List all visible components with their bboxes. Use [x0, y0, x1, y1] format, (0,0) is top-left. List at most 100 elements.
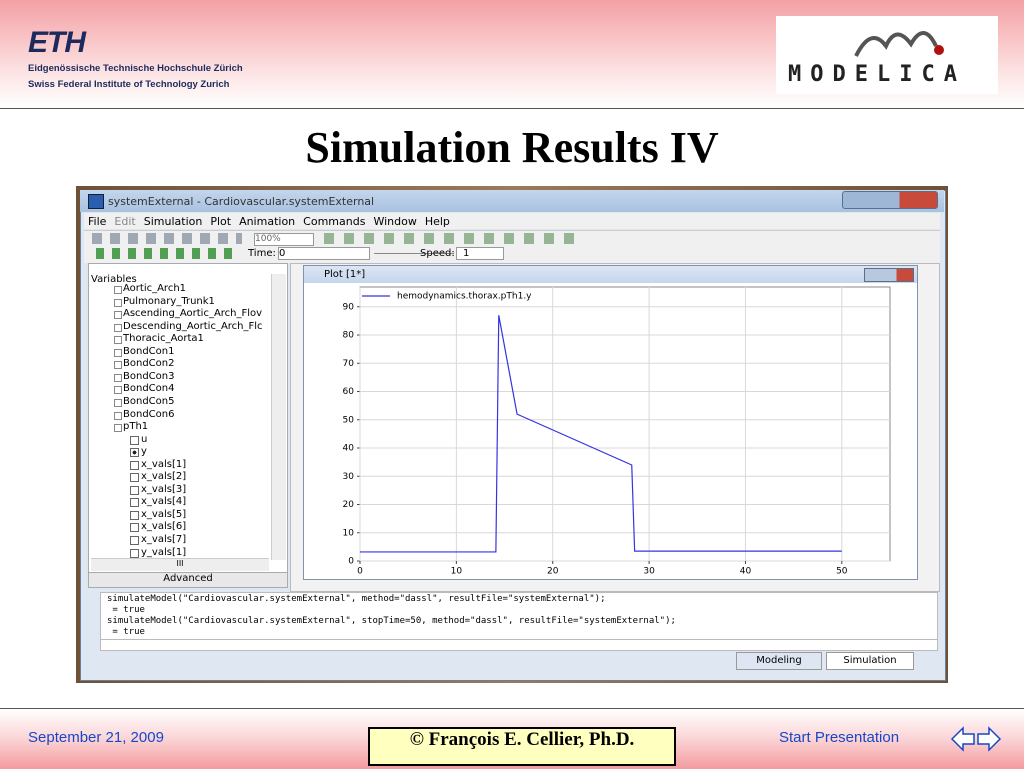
expand-icon[interactable] — [114, 361, 122, 370]
tree-item[interactable]: x_vals[1] — [141, 458, 187, 470]
expand-icon[interactable] — [114, 348, 122, 357]
zoom-value: 100% — [255, 234, 281, 244]
menu-item[interactable]: File — [88, 215, 107, 228]
speed-box[interactable]: 1 — [456, 247, 504, 260]
y-tick-label: 50 — [343, 415, 355, 425]
toolbar-icons — [324, 233, 584, 244]
plot-area — [359, 286, 891, 562]
variables-label: Variables — [91, 274, 137, 285]
command-line: = true — [107, 605, 145, 615]
tree-item[interactable]: x_vals[4] — [141, 496, 187, 508]
tree-item[interactable]: u — [141, 433, 148, 445]
checkbox[interactable] — [130, 536, 139, 545]
tree-item[interactable]: y — [141, 446, 147, 458]
tree-item[interactable]: Thoracic_Aorta1 — [123, 333, 204, 345]
tree-item[interactable]: BondCon6 — [123, 408, 175, 420]
tree-item[interactable]: pTh1 — [123, 421, 149, 433]
expand-icon[interactable] — [114, 398, 122, 407]
checkbox[interactable] — [130, 498, 139, 508]
eth-line: Swiss Federal Institute of Technology Zu… — [28, 79, 230, 90]
x-tick-label: 20 — [547, 567, 559, 577]
tree-item[interactable]: BondCon1 — [123, 345, 175, 357]
advanced-button[interactable]: Advanced — [88, 572, 288, 588]
scrollbar[interactable] — [271, 274, 286, 560]
zoom-box[interactable]: 100% — [254, 233, 314, 246]
menu-item[interactable]: Edit — [114, 215, 136, 228]
y-tick-label: 20 — [343, 500, 355, 510]
title-bar: systemExternal - Cardiovascular.systemEx… — [80, 190, 944, 212]
expand-icon[interactable] — [114, 286, 122, 294]
time-value: 0 — [279, 248, 286, 259]
tree-item[interactable]: Pulmonary_Trunk1 — [123, 295, 215, 307]
menu-item[interactable]: Simulation — [143, 215, 203, 228]
menu-item[interactable]: Animation — [239, 215, 296, 228]
checkbox[interactable] — [130, 510, 139, 520]
tree-item[interactable]: x_vals[5] — [141, 508, 187, 520]
expand-icon[interactable] — [114, 323, 122, 332]
command-input[interactable] — [100, 639, 938, 651]
tree-item[interactable]: Aortic_Arch1 — [123, 283, 187, 294]
checkbox[interactable] — [130, 523, 139, 533]
tree-item[interactable]: BondCon5 — [123, 395, 175, 407]
x-tick-label: 30 — [643, 567, 655, 577]
footer-date: September 21, 2009 — [28, 729, 164, 746]
mode-tab[interactable]: Simulation — [826, 652, 914, 670]
tree-item[interactable]: Ascending_Aortic_Arch_Flov — [123, 308, 263, 320]
tree-item[interactable]: Descending_Aortic_Arch_Flc — [123, 320, 263, 332]
window-controls[interactable] — [842, 191, 938, 209]
tree-item[interactable]: x_vals[7] — [141, 534, 187, 545]
tab-label: Modeling — [756, 655, 802, 666]
plot-title: Plot [1*] — [324, 269, 366, 280]
menu-item[interactable]: Commands — [303, 215, 366, 228]
nav-arrows[interactable] — [950, 726, 1002, 752]
expand-icon[interactable] — [114, 411, 122, 420]
copyright: © François E. Cellier, Ph.D. — [409, 729, 635, 750]
expand-icon[interactable] — [114, 424, 122, 433]
menu-item[interactable]: Window — [373, 215, 417, 228]
tree-item[interactable]: BondCon4 — [123, 383, 175, 395]
advanced-label: Advanced — [163, 573, 213, 584]
checkbox[interactable] — [130, 485, 139, 495]
expand-icon[interactable] — [114, 336, 122, 345]
tree-item[interactable]: x_vals[2] — [141, 471, 187, 483]
tab-label: Simulation — [843, 655, 897, 666]
tree-item[interactable]: y_vals[1] — [141, 546, 187, 558]
y-tick-label: 60 — [343, 387, 355, 397]
mode-tab[interactable]: Modeling — [736, 652, 822, 670]
expand-icon[interactable] — [114, 298, 122, 307]
menu-item[interactable]: Help — [424, 215, 450, 228]
app-icon — [88, 194, 104, 209]
modelica-swoosh — [854, 31, 944, 57]
data-line — [360, 315, 842, 553]
expand-icon[interactable] — [114, 311, 122, 320]
checkbox[interactable] — [130, 473, 139, 483]
time-box[interactable]: 0 — [278, 247, 370, 260]
plot: 0 10 20 30 40 50 60 70 80 90 0 10 20 30 40 50 hemodynami… — [343, 286, 891, 577]
legend-label: hemodynamics.thorax.pTh1.y — [397, 292, 532, 302]
start-link[interactable]: Start Presentation — [779, 729, 900, 746]
checkbox[interactable] — [130, 548, 139, 558]
plot-controls[interactable] — [864, 268, 914, 282]
h-scrollbar[interactable]: III — [91, 558, 269, 571]
y-tick-label: 40 — [343, 444, 355, 454]
tree-item[interactable]: x_vals[6] — [141, 521, 187, 533]
time-slider[interactable] — [374, 253, 454, 254]
y-tick-label: 0 — [348, 557, 354, 567]
tree-item[interactable]: BondCon2 — [123, 358, 175, 370]
tree-item[interactable]: BondCon3 — [123, 370, 175, 382]
slide-title: Simulation Results IV — [305, 123, 719, 172]
y-tick-label: 10 — [343, 528, 355, 538]
checkbox[interactable] — [130, 460, 139, 470]
modelica-text: MODELICA — [788, 62, 966, 87]
plot-title-bar: Plot [1*] — [304, 266, 917, 283]
tree-item[interactable]: x_vals[3] — [141, 483, 187, 495]
checkbox[interactable] — [130, 448, 139, 458]
expand-icon[interactable] — [114, 373, 122, 382]
expand-icon[interactable] — [114, 386, 122, 395]
eth-line: Eidgenössische Technische Hochschule Zür… — [28, 63, 243, 74]
scroll-label: III — [176, 559, 184, 568]
menu-item[interactable]: Plot — [210, 215, 232, 228]
time-label: Time: — [248, 248, 276, 259]
checkbox[interactable] — [130, 435, 139, 445]
